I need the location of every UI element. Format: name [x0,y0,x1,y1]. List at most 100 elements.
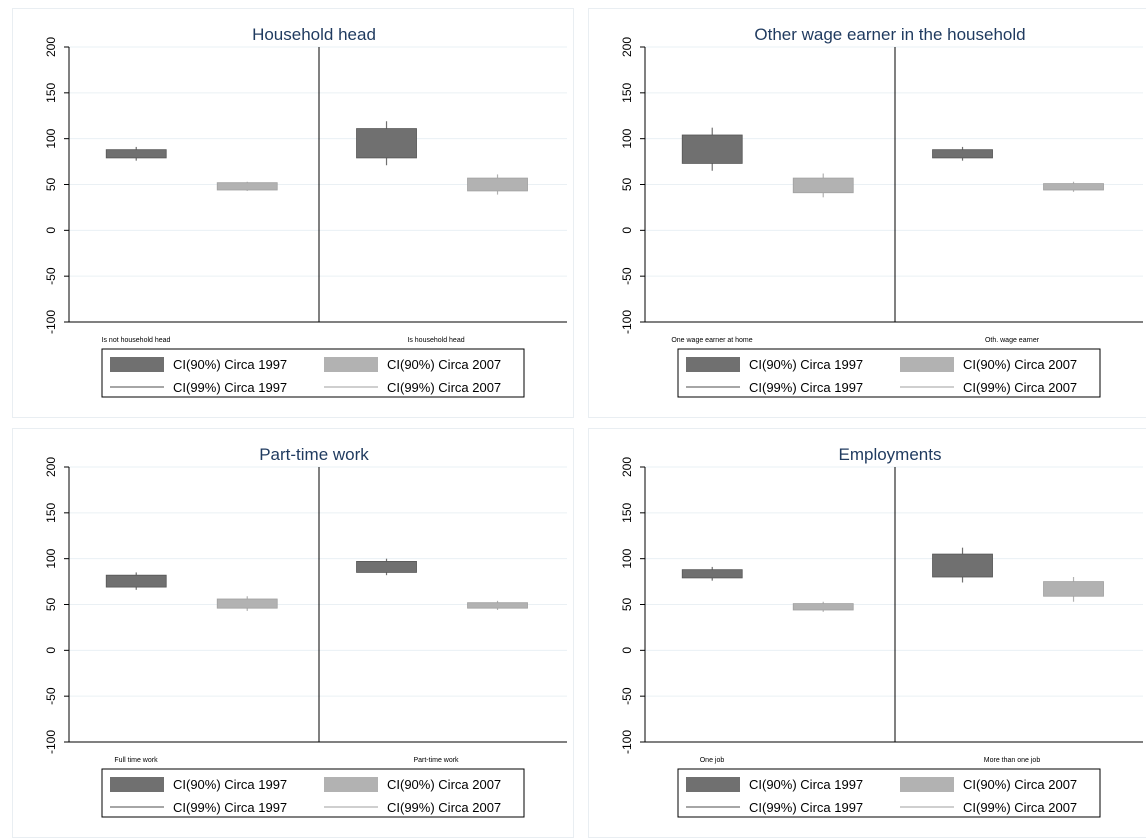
x-tick-label: Oth. wage earner [985,337,1040,344]
legend-key-90-2007 [324,777,378,792]
legend-key-90-2007 [324,357,378,372]
legend-label-99-1997: CI(99%) Circa 1997 [173,380,287,395]
legend-label-99-2007: CI(99%) Circa 2007 [387,800,501,815]
legend-label-90-2007: CI(90%) Circa 2007 [387,357,501,372]
y-tick-label: -50 [620,687,634,705]
y-tick-label: 50 [44,598,58,612]
x-axis-labels: One job More than one job [700,757,1041,764]
ci90-box-1997 [932,149,993,159]
y-tick-label: 200 [620,457,634,477]
y-tick-label: 0 [44,227,58,234]
ci90-box-1997 [105,149,167,159]
y-tick-label: 100 [620,548,634,568]
ci90-box-2007 [467,602,528,609]
legend-frame [677,768,1101,818]
chart-title: Other wage earner in the household [754,25,1025,44]
legend-label-99-2007: CI(99%) Circa 2007 [387,380,501,395]
legend-label-99-1997: CI(99%) Circa 1997 [173,800,287,815]
x-axis-labels: Is not household head Is household head [102,337,465,344]
legend-key-90-1997 [686,357,740,372]
ci90-box-1997 [105,574,167,588]
y-tick-label: 150 [620,83,634,103]
legend-key-90-1997 [110,777,164,792]
x-tick-label: More than one job [984,757,1041,764]
legend-label-99-2007: CI(99%) Circa 2007 [963,380,1077,395]
legend: CI(90%) Circa 1997 CI(90%) Circa 2007 CI… [677,768,1101,818]
chart-title: Household head [252,25,376,44]
y-tick-label: 50 [620,598,634,612]
ci90-box-2007 [216,182,278,191]
y-tick-label: 0 [620,647,634,654]
legend-label-90-1997: CI(90%) Circa 1997 [173,357,287,372]
y-tick-label: 50 [44,178,58,192]
x-tick-label: One job [700,757,725,764]
y-tick-label: 200 [620,37,634,57]
y-tick-label: -50 [44,687,58,705]
legend: CI(90%) Circa 1997 CI(90%) Circa 2007 CI… [677,348,1101,398]
ci90-box-1997 [932,553,993,578]
chart-panel-employments: Employments -100 -50 0 50 100 150 200 One job … [588,428,1146,838]
x-axis-labels: One wage earner at home Oth. wage earner [671,337,1039,344]
y-tick-label: -50 [44,267,58,285]
x-tick-label: Part-time work [413,757,459,764]
legend-key-90-2007 [900,777,954,792]
chart-panel-part-time-work: Part-time work -100 -50 0 50 100 150 200 Full … [12,428,574,838]
chart-title: Employments [839,445,942,464]
legend-key-90-1997 [110,357,164,372]
x-tick-label: One wage earner at home [671,337,752,344]
y-tick-label: 0 [44,647,58,654]
legend-label-90-2007: CI(90%) Circa 2007 [963,357,1077,372]
plot-area: -100 -50 0 50 100 150 200 [44,457,567,754]
legend: CI(90%) Circa 1997 CI(90%) Circa 2007 CI… [101,768,525,818]
legend-label-90-2007: CI(90%) Circa 2007 [387,777,501,792]
legend-frame [677,348,1101,398]
legend-label-99-1997: CI(99%) Circa 1997 [749,800,863,815]
plot-area: -100 -50 0 50 100 150 200 [44,37,567,334]
y-tick-label: 150 [44,503,58,523]
y-tick-label: 100 [44,128,58,148]
y-tick-label: 100 [620,128,634,148]
y-tick-label: 0 [620,227,634,234]
ci90-box-2007 [1043,581,1104,597]
ci90-box-2007 [792,177,854,194]
legend-frame [101,348,525,398]
chart-panel-other-wage-earner: Other wage earner in the household -100-… [588,8,1146,418]
legend: CI(90%) Circa 1997 CI(90%) Circa 2007 CI… [101,348,525,398]
y-tick-label: -100 [44,730,58,754]
y-tick-label: -50 [620,267,634,285]
chart-title: Part-time work [259,445,369,464]
x-tick-label: Is not household head [102,337,171,344]
x-tick-label: Is household head [407,337,464,344]
chart-panel-household-head: Household head -100 -50 0 50 100 150 200 Is no… [12,8,574,418]
ci90-box-2007 [216,598,278,609]
y-tick-label: 150 [620,503,634,523]
y-tick-label: -100 [620,730,634,754]
legend-frame [101,768,525,818]
x-axis-labels: Full time work Part-time work [114,757,459,764]
chart-svg: Other wage earner in the household -100-… [620,25,1143,398]
plot-area: -100 -50 0 50 100 150 200 [620,457,1143,754]
ci90-box-2007 [1043,183,1104,191]
y-tick-label: 100 [44,548,58,568]
legend-key-90-2007 [900,357,954,372]
chart-svg: Employments -100 -50 0 50 100 150 200 One job … [620,445,1143,818]
y-tick-label: 50 [620,178,634,192]
legend-label-90-1997: CI(90%) Circa 1997 [749,777,863,792]
y-tick-label: -100 [620,310,634,334]
legend-label-99-2007: CI(99%) Circa 2007 [963,800,1077,815]
ci90-box-1997 [356,561,417,573]
y-tick-label: 150 [44,83,58,103]
legend-label-90-1997: CI(90%) Circa 1997 [749,357,863,372]
ci90-box-1997 [681,134,743,164]
ci90-box-1997 [681,569,743,579]
chart-svg: Household head -100 -50 0 50 100 150 200 Is no… [44,25,567,398]
y-tick-label: -100 [44,310,58,334]
y-tick-label: 200 [44,457,58,477]
x-tick-label: Full time work [114,757,158,764]
legend-label-90-2007: CI(90%) Circa 2007 [963,777,1077,792]
legend-key-90-1997 [686,777,740,792]
legend-label-99-1997: CI(99%) Circa 1997 [749,380,863,395]
ci90-box-2007 [792,603,854,611]
ci90-box-2007 [467,177,528,192]
plot-area: -100 -50 0 50 100 150 200 [620,37,1143,334]
